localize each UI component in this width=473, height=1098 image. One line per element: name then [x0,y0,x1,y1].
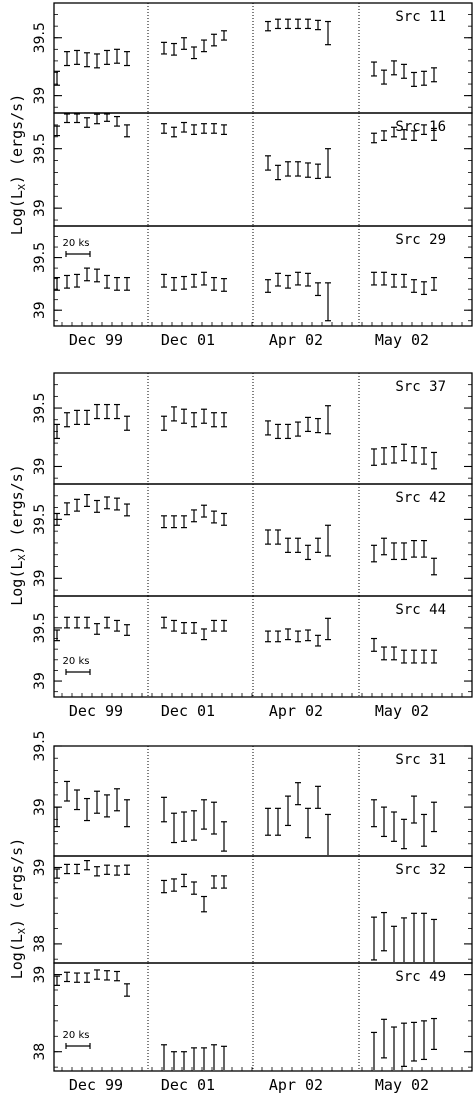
epoch-label: Dec 99 [69,1076,123,1094]
epoch-label: Apr 02 [269,702,323,720]
epoch-label: Dec 01 [161,331,215,349]
panel-src-37: 39 39.5 Src 37 [32,372,473,485]
y-tick-label: 39 [32,672,48,690]
panel-src-31: 39 39.5 Src 31 [32,730,473,857]
source-label: Src 44 [395,602,446,618]
y-tick-label: 39.5 [32,730,48,761]
y-tick-label: 38 [32,935,48,953]
y-tick-label: 39.5 [32,612,48,643]
epoch-label: Dec 99 [69,331,123,349]
scale-bar-label: 20 ks [63,1030,90,1041]
y-tick-label: 39 [32,966,48,984]
y-tick-label: 39.5 [32,22,48,53]
source-label: Src 49 [395,969,446,985]
y-tick-label: 38 [32,1043,48,1061]
panel-src-44: 39 39.5 Src 44 20 ks [32,595,473,698]
scale-bar-label: 20 ks [63,238,90,249]
y-axis-label: Log(LX) (ergs/s) [8,94,28,236]
y-tick-label: 39 [32,798,48,816]
panel-src-49: 38 39 Src 49 20 ks [32,962,473,1072]
panel-src-16: 39 39.5 Src 16 [32,112,473,227]
source-label: Src 11 [395,9,446,25]
panel-src-11: 39 39.5 Src 11 [32,2,473,114]
y-tick-label: 39 [32,458,48,476]
source-label: Src 37 [395,379,446,395]
source-label: Src 32 [395,862,446,878]
source-label: Src 42 [395,490,446,506]
panel-src-42: 39 39.5 Src 42 [32,483,473,597]
source-label: Src 31 [395,752,446,768]
y-axis-label: Log(LX) (ergs/s) [8,464,28,606]
epoch-label: Dec 99 [69,702,123,720]
y-tick-label: 39.5 [32,133,48,164]
y-tick-label: 39.5 [32,242,48,273]
y-tick-label: 39.5 [32,504,48,535]
source-label: Src 29 [395,232,446,248]
epoch-label: Dec 01 [161,702,215,720]
panel-frame [53,225,473,327]
epoch-label: Apr 02 [269,331,323,349]
scale-bar-label: 20 ks [63,656,90,667]
y-tick-label: 39 [32,87,48,105]
chart-group-3: 39 39.5 Src 31 38 39 Src 32 38 39 Src 49 20 ks Dec… [8,730,473,1094]
epoch-label: May 02 [375,331,429,349]
panel-frame [53,962,473,1072]
epoch-label: May 02 [375,1076,429,1094]
epoch-label: Dec 01 [161,1076,215,1094]
epoch-label: Apr 02 [269,1076,323,1094]
chart-group-1: 39 39.5 Src 11 39 39.5 Src 16 39 39.5 Src 29 20 k… [8,2,473,349]
y-tick-label: 39.5 [32,392,48,423]
y-tick-label: 39 [32,859,48,877]
y-tick-label: 39 [32,569,48,587]
chart-group-2: 39 39.5 Src 37 39 39.5 Src 42 39 39.5 Src 44 20 k… [8,372,473,720]
y-tick-label: 39 [32,301,48,319]
y-tick-label: 39 [32,199,48,217]
panel-src-29: 39 39.5 Src 29 20 ks [32,225,473,327]
source-label: Src 16 [395,119,446,135]
panel-src-32: 38 39 Src 32 [32,855,473,964]
epoch-label: May 02 [375,702,429,720]
y-axis-label: Log(LX) (ergs/s) [8,838,28,980]
panel-frame [53,595,473,698]
